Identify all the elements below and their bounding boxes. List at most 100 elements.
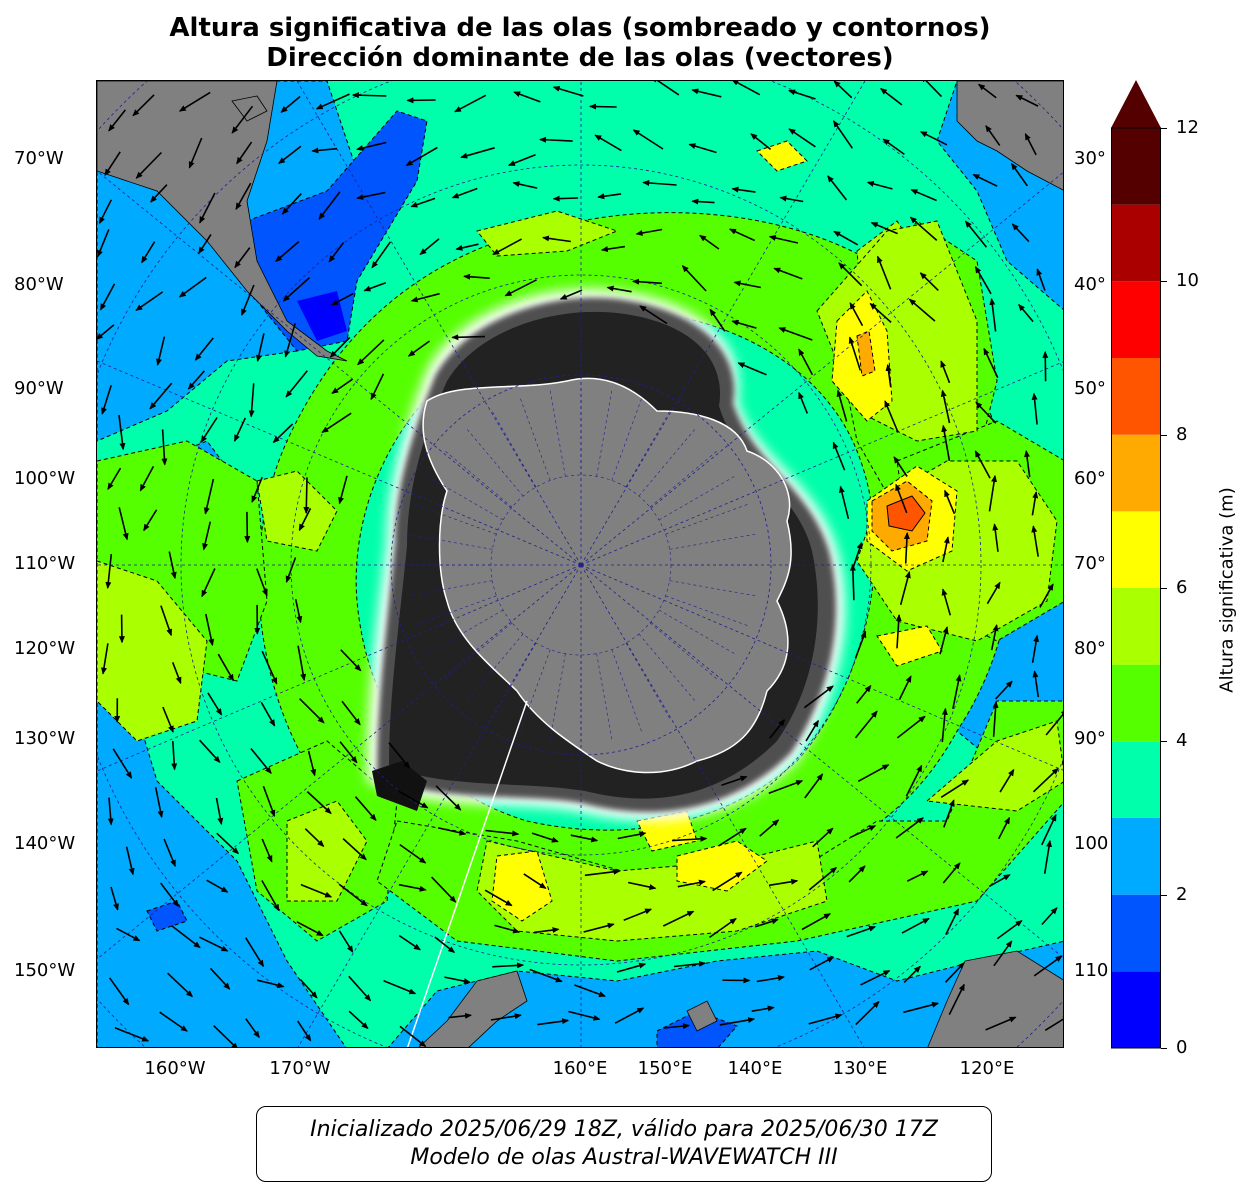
wave-direction-arrow	[284, 323, 296, 358]
colorbar-extend-arrow	[1111, 80, 1161, 128]
wave-direction-arrow	[848, 336, 862, 371]
wave-direction-arrow	[539, 136, 573, 143]
wave-direction-arrow	[719, 1017, 756, 1026]
wave-direction-arrow	[331, 378, 353, 394]
lon-label: 60°	[1074, 468, 1106, 489]
colorbar-bin	[1111, 281, 1161, 358]
wave-direction-arrow	[463, 273, 490, 280]
lon-label: 110	[1074, 960, 1109, 981]
wave-direction-arrow	[908, 298, 936, 322]
wave-direction-arrow	[568, 1010, 601, 1021]
lon-label: 80°	[1074, 638, 1106, 659]
wave-direction-arrow	[187, 370, 205, 390]
wave-direction-arrow	[348, 1010, 369, 1030]
colorbar-bin	[1111, 741, 1161, 818]
wave-direction-arrow	[839, 485, 850, 519]
wave-direction-arrow	[827, 175, 848, 201]
wave-direction-arrow	[97, 324, 115, 340]
wave-direction-arrow	[199, 739, 221, 764]
wave-direction-arrow	[846, 925, 877, 938]
wave-direction-arrow	[768, 878, 799, 887]
wave-direction-arrow	[108, 109, 127, 132]
wave-direction-arrow	[451, 187, 478, 199]
lon-label: 90°	[1074, 728, 1106, 749]
wave-direction-arrow	[262, 785, 276, 818]
wave-direction-arrow	[942, 862, 961, 884]
colorbar-tick-mark	[1161, 1048, 1167, 1049]
wave-direction-arrow	[691, 88, 722, 98]
antarctica-landmass	[422, 377, 792, 774]
lon-label: 80°W	[14, 274, 64, 295]
wave-direction-arrow	[217, 653, 235, 682]
wave-direction-arrow	[833, 230, 859, 246]
lon-label: 50°	[1074, 378, 1106, 399]
wave-direction-arrow	[118, 414, 126, 451]
wave-direction-arrow	[974, 450, 991, 479]
wave-direction-arrow	[340, 649, 362, 672]
footer-info-box: Inicializado 2025/06/29 18Z, válido para…	[256, 1106, 992, 1182]
wave-direction-arrow	[431, 876, 457, 903]
wave-direction-arrow	[759, 819, 780, 837]
wave-direction-arrow	[328, 242, 345, 263]
wave-direction-arrow	[256, 333, 265, 363]
wave-direction-arrow	[168, 551, 177, 580]
wave-direction-arrow	[104, 151, 121, 177]
wave-direction-arrow	[635, 228, 663, 236]
wave-direction-arrow	[351, 92, 387, 99]
wave-direction-arrow	[485, 829, 520, 837]
wave-direction-arrow	[250, 747, 272, 774]
wave-direction-arrow	[801, 913, 831, 931]
colorbar	[1111, 80, 1161, 1049]
wave-direction-arrow	[338, 930, 354, 953]
wave-direction-arrow	[559, 289, 583, 300]
wave-direction-arrow	[299, 698, 325, 724]
wave-direction-arrow	[407, 340, 431, 357]
wave-direction-arrow	[178, 276, 207, 298]
wave-direction-arrow	[331, 292, 354, 306]
wave-direction-arrow	[342, 838, 367, 861]
wave-direction-arrow	[737, 362, 767, 376]
lon-label: 160°W	[144, 1058, 206, 1079]
wave-direction-arrow	[513, 91, 541, 103]
wave-direction-arrow	[718, 827, 747, 847]
wave-direction-arrow	[855, 1000, 880, 1026]
wave-direction-arrow	[494, 924, 521, 934]
wave-direction-arrow	[405, 146, 438, 167]
wave-direction-arrow	[370, 373, 385, 401]
wave-direction-arrow	[768, 780, 804, 794]
wave-direction-arrow	[248, 383, 255, 418]
wave-direction-arrow	[529, 968, 563, 983]
wave-direction-arrow	[1031, 491, 1039, 516]
wave-direction-arrow	[848, 865, 866, 883]
wave-direction-arrow	[338, 883, 368, 907]
wave-direction-arrow	[231, 105, 254, 134]
wave-direction-arrow	[139, 466, 155, 492]
wave-direction-arrow	[141, 241, 156, 264]
wave-direction-arrow	[849, 302, 864, 327]
lon-label: 40°	[1074, 274, 1106, 295]
wave-direction-arrow	[98, 199, 113, 225]
wave-direction-arrow	[773, 267, 803, 280]
wave-direction-arrow	[125, 846, 135, 876]
wave-direction-arrow	[108, 977, 130, 1006]
wave-direction-arrow	[974, 266, 992, 295]
wave-map	[96, 80, 1064, 1048]
wave-direction-arrow	[905, 764, 923, 797]
wave-direction-arrow	[1032, 767, 1059, 793]
wave-direction-arrow	[1044, 1014, 1063, 1031]
wave-direction-arrow	[1036, 268, 1046, 291]
wave-direction-arrow	[1039, 583, 1054, 608]
wave-direction-arrow	[756, 975, 785, 983]
wave-direction-arrow	[850, 825, 877, 839]
colorbar-bin	[1111, 664, 1161, 742]
colorbar-tick-label: 10	[1176, 270, 1199, 292]
wave-direction-arrow	[275, 240, 300, 263]
wave-direction-arrow	[944, 962, 965, 983]
wave-direction-arrow	[594, 134, 622, 152]
wave-direction-arrow	[1024, 450, 1031, 478]
colorbar-tick-mark	[1161, 741, 1167, 743]
colorbar-bin	[1111, 204, 1161, 282]
wave-direction-arrow	[321, 412, 352, 433]
wave-direction-arrow	[492, 962, 525, 969]
wave-direction-arrow	[135, 151, 162, 179]
